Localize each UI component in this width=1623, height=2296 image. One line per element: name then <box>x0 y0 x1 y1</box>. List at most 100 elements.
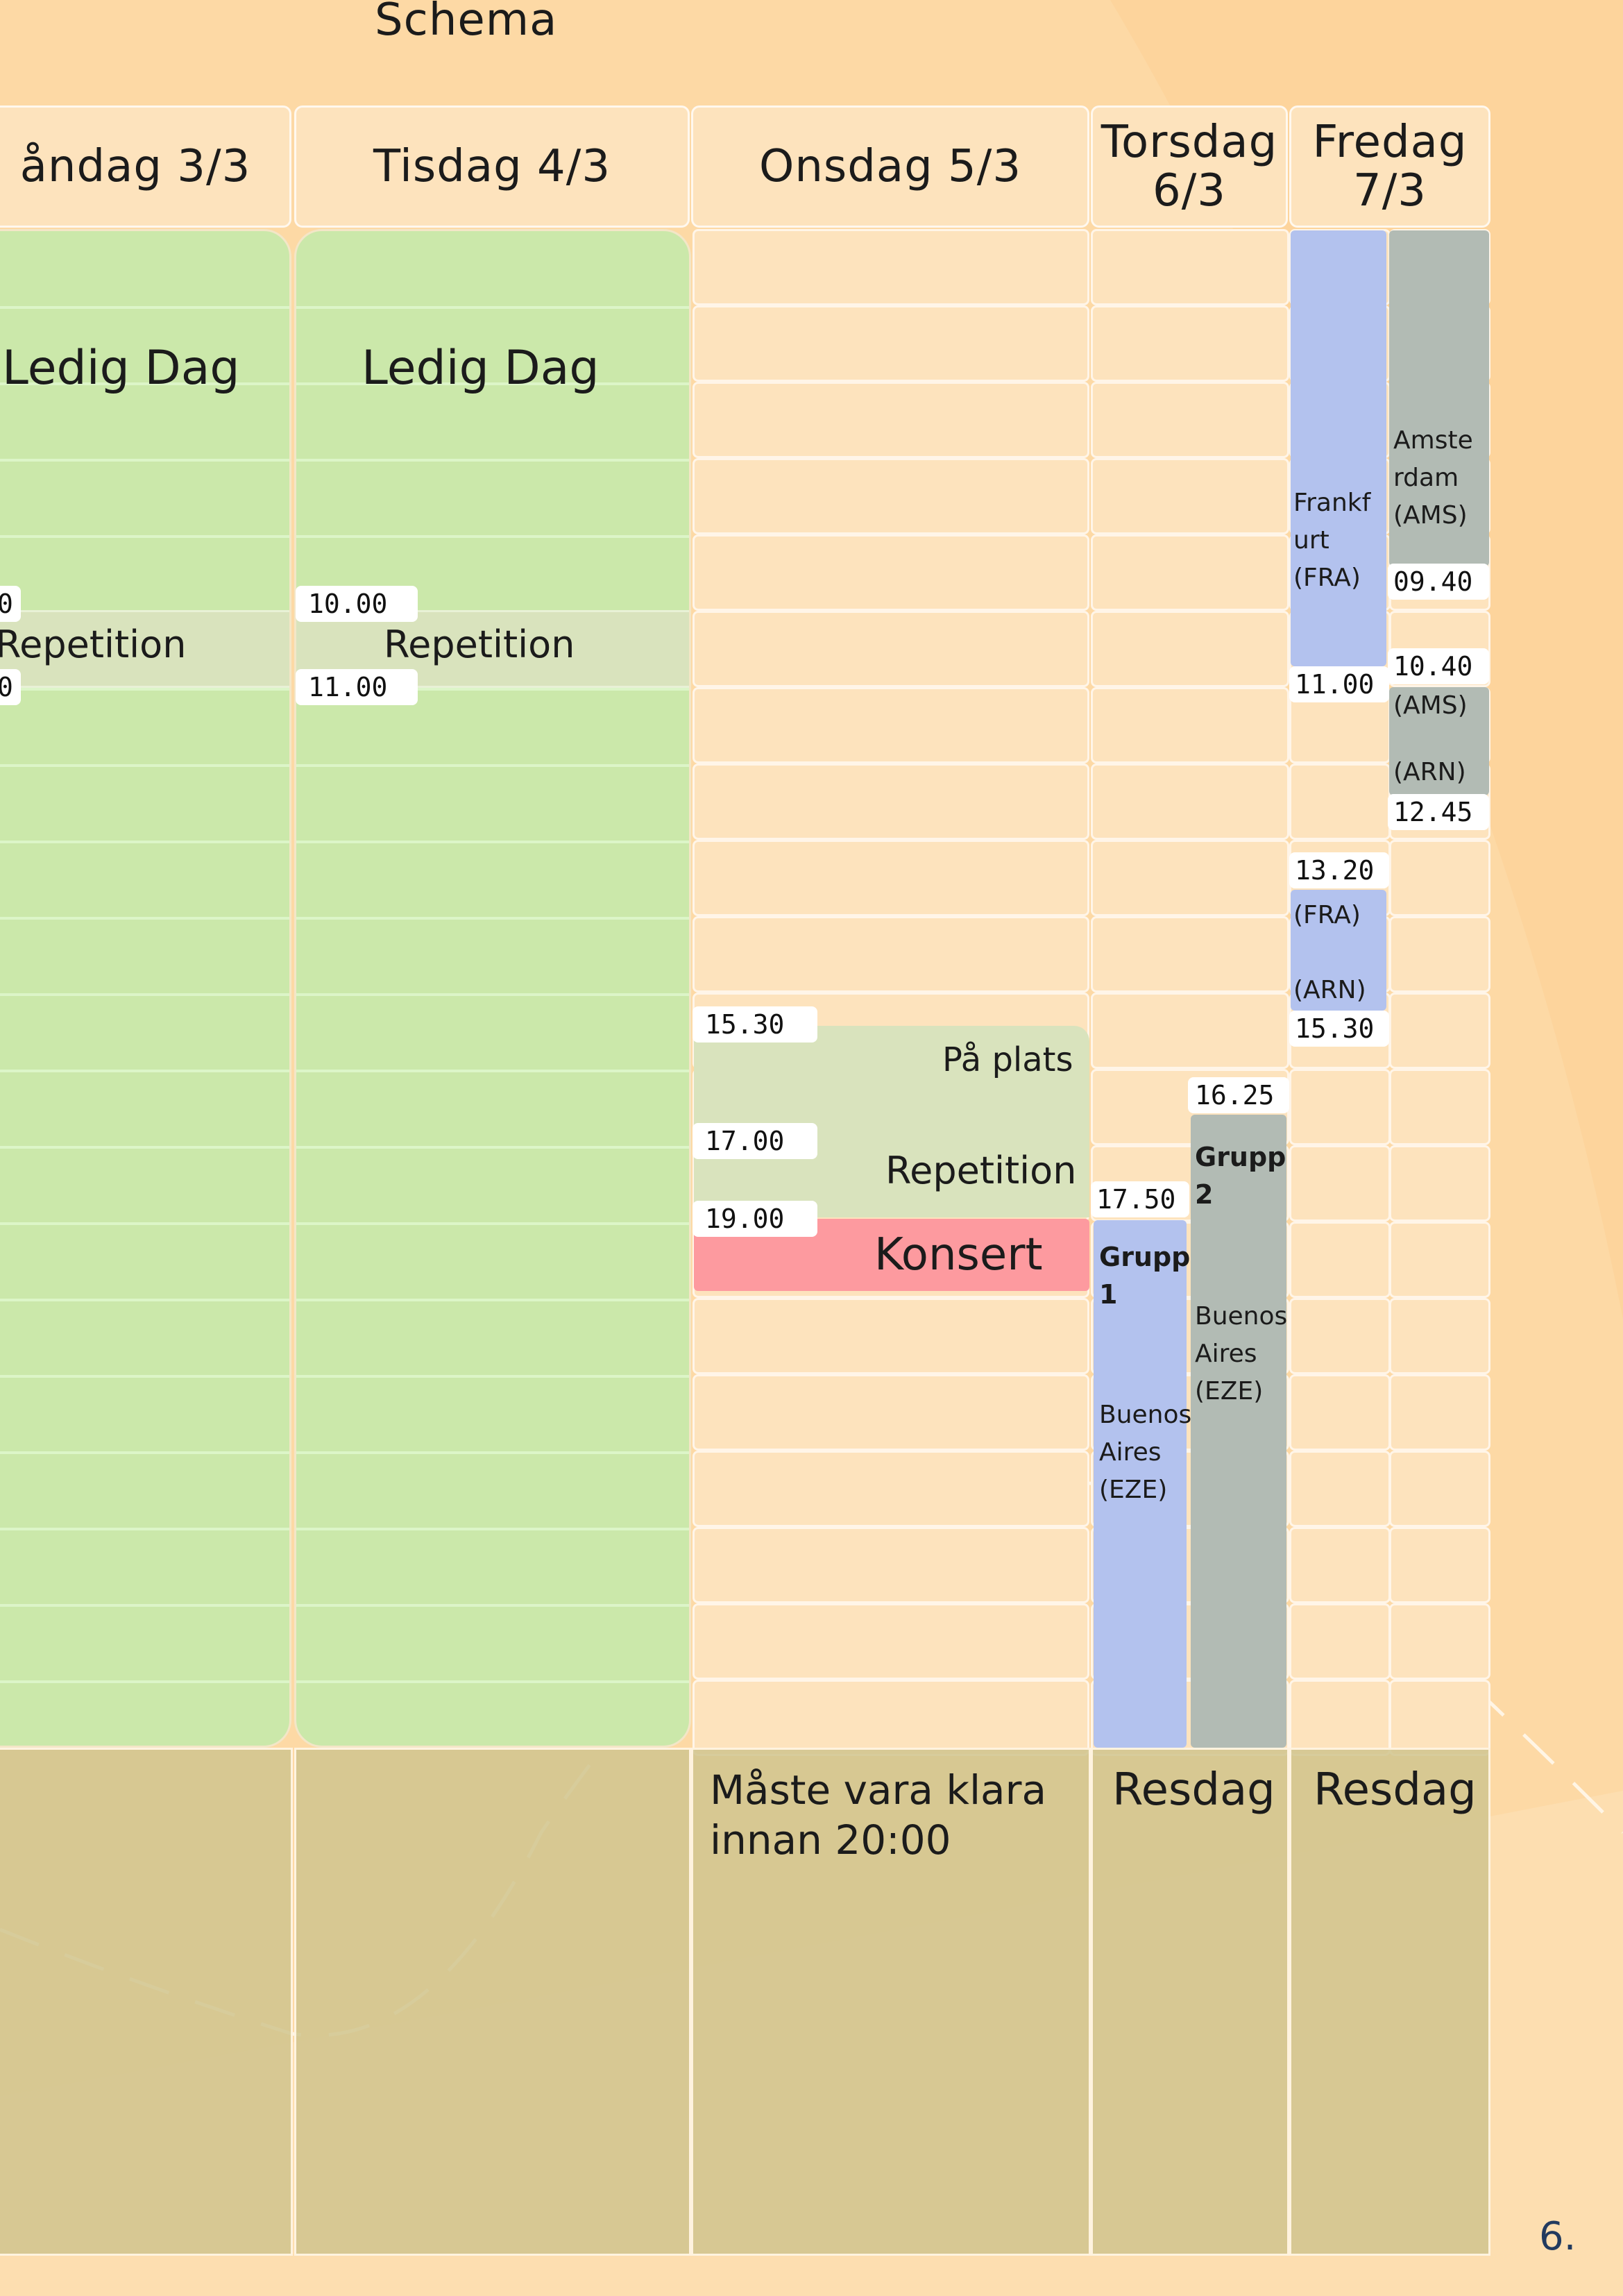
row-divider <box>296 841 689 843</box>
row-divider <box>0 841 289 843</box>
monday-start-time: 0 <box>0 586 21 622</box>
row-divider <box>0 1070 289 1072</box>
grid-cell <box>1289 763 1391 840</box>
friday-leg3-end: 12.45 <box>1388 794 1489 830</box>
row-divider <box>296 1070 689 1072</box>
friday-leg2-flight <box>1389 230 1489 566</box>
grid-cell <box>692 763 1089 840</box>
row-divider <box>296 382 689 385</box>
grid-cell <box>1389 1222 1490 1298</box>
grid-cell <box>1091 840 1289 916</box>
page-title: Schema <box>375 0 558 46</box>
header-wednesday: Onsdag 5/3 <box>691 105 1089 228</box>
friday-leg3-from: (AMS) <box>1393 691 1468 720</box>
row-divider <box>296 459 689 462</box>
grid-cell <box>1289 1680 1391 1756</box>
monday-end-time: 0 <box>0 669 21 705</box>
wednesday-notes: Måste vara klara innan 20:00 <box>691 1748 1091 2256</box>
row-divider <box>0 1604 289 1607</box>
page-number: 6. <box>1539 2214 1577 2259</box>
friday-notes: Resdag <box>1289 1748 1490 2256</box>
grid-cell <box>692 382 1089 458</box>
grid-cell <box>1289 1451 1391 1527</box>
grid-cell <box>1091 382 1289 458</box>
row-divider <box>0 1146 289 1149</box>
tuesday-start-time: 10.00 <box>296 586 418 622</box>
row-divider <box>0 459 289 462</box>
grid-cell <box>1389 1374 1490 1451</box>
wednesday-concert-time: 19.00 <box>692 1201 817 1237</box>
thursday-group2-label: Grupp 2 <box>1195 1142 1286 1210</box>
friday-leg4-end: 15.30 <box>1289 1011 1389 1047</box>
grid-cell <box>692 1451 1089 1527</box>
grid-cell <box>692 1603 1089 1680</box>
grid-cell <box>1389 993 1490 1069</box>
row-divider <box>0 1451 289 1454</box>
wednesday-rehearsal-time: 17.00 <box>692 1123 817 1159</box>
grid-cell <box>1091 916 1289 993</box>
header-friday: Fredag 7/3 <box>1289 105 1490 228</box>
grid-cell <box>1091 993 1289 1069</box>
row-divider <box>0 1222 289 1225</box>
thursday-footer: Resdag <box>1112 1764 1275 1816</box>
row-divider <box>296 1146 689 1149</box>
header-tuesday: Tisdag 4/3 <box>294 105 690 228</box>
friday-leg4-from: (FRA) <box>1293 901 1361 929</box>
grid-cell <box>1091 611 1289 687</box>
monday-free-day: Ledig Dag Repetition <box>0 229 291 1748</box>
thursday-group2-flight <box>1191 1115 1286 1748</box>
row-divider <box>0 688 289 691</box>
row-divider <box>0 306 289 309</box>
grid-cell <box>1091 763 1289 840</box>
grid-cell <box>692 534 1089 611</box>
grid-cell <box>692 458 1089 534</box>
grid-cell <box>692 611 1089 687</box>
thursday-notes: Resdag <box>1091 1748 1289 2256</box>
tuesday-free-day: Ledig Dag Repetition <box>294 229 691 1748</box>
row-divider <box>296 306 689 309</box>
row-divider <box>0 993 289 996</box>
thursday-group1-time: 17.50 <box>1091 1181 1189 1217</box>
grid-cell <box>692 229 1089 305</box>
monday-rehearsal-band <box>0 610 289 688</box>
friday-leg3-start: 10.40 <box>1388 648 1489 684</box>
grid-cell <box>1389 1145 1490 1222</box>
wednesday-note-text: Måste vara klara innan 20:00 <box>710 1766 1046 1864</box>
wednesday-on-site-label: På plats <box>942 1040 1073 1079</box>
friday-leg4-to: (ARN) <box>1293 976 1366 1004</box>
tuesday-end-time: 11.00 <box>296 669 418 705</box>
wednesday-concert-label: Konsert <box>874 1229 1043 1281</box>
friday-leg4-start: 13.20 <box>1289 852 1389 888</box>
monday-activity: Ledig Dag <box>2 341 240 396</box>
row-divider <box>296 1451 689 1454</box>
monday-notes <box>0 1748 293 2256</box>
friday-leg1-flight <box>1291 230 1386 666</box>
row-divider <box>296 1299 689 1301</box>
wednesday-rehearsal-block <box>694 1026 1089 1217</box>
wednesday-rehearsal-label: Repetition <box>885 1149 1077 1192</box>
friday-leg1-destination: Frankf urt (FRA) <box>1293 489 1371 592</box>
row-divider <box>0 1528 289 1530</box>
thursday-group1-label: Grupp 1 <box>1099 1242 1191 1310</box>
grid-cell <box>1091 534 1289 611</box>
row-divider <box>296 764 689 767</box>
grid-cell <box>692 1298 1089 1374</box>
friday-leg3-to: (ARN) <box>1393 758 1466 786</box>
grid-cell <box>1389 1603 1490 1680</box>
grid-cell <box>1289 1298 1391 1374</box>
grid-cell <box>1389 1527 1490 1603</box>
thursday-group1-destination: Buenos Aires (EZE) <box>1099 1401 1192 1504</box>
friday-footer: Resdag <box>1314 1764 1477 1816</box>
grid-cell <box>692 916 1089 993</box>
row-divider <box>296 1528 689 1530</box>
grid-cell <box>1289 1222 1391 1298</box>
grid-cell <box>692 305 1089 382</box>
grid-cell <box>692 1527 1089 1603</box>
grid-cell <box>1389 916 1490 993</box>
row-divider <box>0 1680 289 1683</box>
grid-cell <box>1389 1451 1490 1527</box>
friday-leg2-time: 09.40 <box>1388 564 1489 600</box>
thursday-group2-destination: Buenos Aires (EZE) <box>1195 1302 1288 1406</box>
friday-leg4-flight <box>1291 890 1386 1011</box>
friday-leg3-flight <box>1389 687 1489 795</box>
